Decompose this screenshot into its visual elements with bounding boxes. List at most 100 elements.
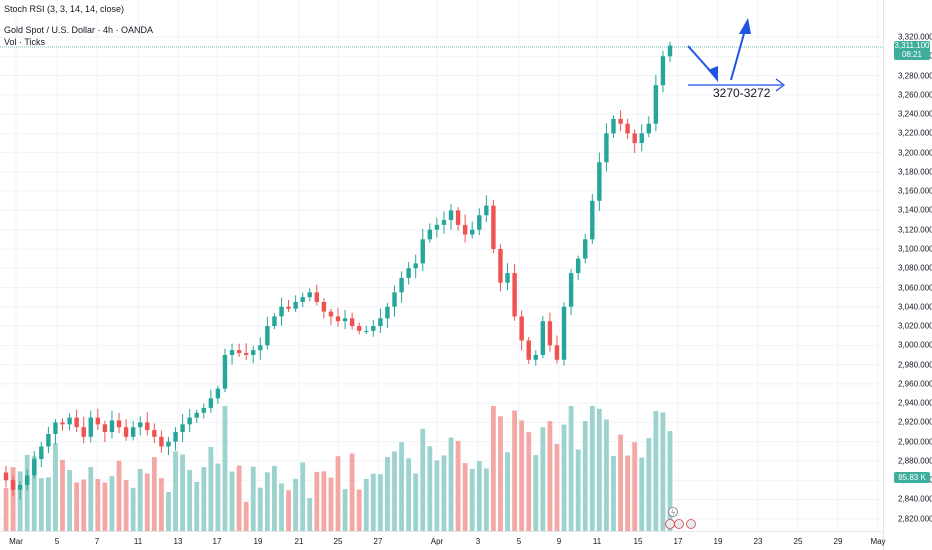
price-axis-label: 3,100.000: [898, 244, 932, 254]
volume-bar: [243, 501, 249, 531]
price-axis-label: 3,080.000: [898, 263, 932, 273]
candle-body: [604, 133, 609, 163]
candle-body: [639, 133, 644, 143]
candle-body: [378, 318, 383, 327]
candle-body: [512, 273, 517, 317]
candle-body: [123, 427, 129, 437]
candle-body: [427, 229, 433, 240]
price-axis-label: 3,120.000: [898, 225, 932, 235]
forecast-arrows[interactable]: [687, 18, 786, 92]
time-axis-label: 27: [373, 537, 383, 546]
lightning-event-icon[interactable]: [668, 507, 678, 517]
volume-bar: [392, 451, 397, 531]
candle-body: [229, 350, 235, 355]
price-axis-label: 3,160.000: [898, 186, 932, 196]
candle-body: [583, 239, 588, 259]
volume-legend[interactable]: Vol · Ticks: [4, 37, 46, 47]
candle-body: [618, 118, 623, 124]
volume-bar: [307, 497, 313, 531]
event-markers[interactable]: ϟ: [665, 507, 696, 529]
volume-bar: [356, 489, 362, 531]
candle-body: [547, 321, 553, 346]
candle-body: [660, 56, 666, 86]
candle-body: [491, 205, 496, 249]
time-axis-label: 3: [475, 537, 481, 546]
time-axis-label: 23: [753, 537, 763, 546]
candlesticks: [3, 41, 673, 500]
forecast-down-leg: [687, 45, 714, 75]
volume-bar: [335, 456, 341, 531]
candle-body: [130, 427, 136, 437]
candle-body: [420, 239, 425, 264]
volume-bar: [159, 478, 164, 531]
volume-bar: [434, 460, 440, 531]
candle-body: [194, 412, 199, 418]
volume-bar: [554, 443, 560, 531]
time-axis-label: 17: [673, 537, 683, 546]
volume-bar: [10, 467, 16, 531]
us-flag-event-icon[interactable]: [665, 519, 675, 529]
volume-bar: [349, 453, 355, 531]
volume-bar: [596, 408, 602, 531]
candle-body: [540, 321, 546, 355]
candle-body: [413, 263, 418, 269]
candle-body: [590, 200, 595, 240]
volume-bar: [236, 465, 242, 531]
time-axis-label: 25: [793, 537, 803, 546]
volume-bar: [314, 471, 320, 531]
candle-body: [328, 311, 334, 317]
candle-body: [159, 436, 164, 447]
volume-bar: [646, 438, 652, 531]
volume-bar: [250, 466, 256, 531]
volume-bar: [342, 489, 348, 531]
volume-bar: [589, 406, 595, 531]
volume-bar: [151, 457, 157, 531]
candle-body: [116, 420, 122, 428]
target-zone-label: 3270-3272: [713, 86, 771, 100]
candle-body: [46, 433, 51, 447]
price-axis-label: 2,940.000: [898, 398, 932, 408]
forecast-up-leg: [730, 29, 746, 81]
volume-bar: [611, 455, 616, 531]
time-axis-divider: [0, 531, 883, 532]
last-price-value: 3,311.100: [894, 41, 930, 50]
time-axis-label: Apr: [430, 537, 444, 546]
volume-bar: [618, 434, 623, 531]
volume-bar: [420, 428, 426, 531]
candle-body: [321, 301, 327, 312]
price-chart[interactable]: ϟ: [0, 0, 883, 531]
candle-body: [519, 316, 524, 341]
symbol-title[interactable]: Gold Spot / U.S. Dollar · 4h · OANDA: [4, 25, 154, 35]
volume-bar: [667, 431, 673, 531]
volume-bar: [505, 452, 510, 531]
volume-bar: [60, 459, 65, 531]
candle-body: [251, 350, 256, 355]
volume-bar: [321, 471, 327, 531]
volume-bar: [370, 473, 376, 531]
candle-body: [279, 306, 284, 317]
candle-body: [293, 301, 298, 309]
candle-body: [95, 417, 101, 425]
volume-bar: [116, 460, 122, 531]
stoch-rsi-legend[interactable]: Stoch RSI (3, 3, 14, 14, close): [4, 4, 125, 14]
volume-bar: [173, 451, 178, 531]
candle-body: [314, 292, 320, 302]
price-axis-label: 3,220.000: [898, 128, 932, 138]
price-axis-label: 3,260.000: [898, 90, 932, 100]
price-axis-label: 3,060.000: [898, 283, 932, 292]
volume-bar: [561, 424, 567, 531]
candle-body: [364, 330, 369, 332]
volume-bar: [109, 476, 115, 531]
volume-bar: [31, 456, 37, 531]
price-axis-divider: [883, 0, 884, 550]
us-flag-event-icon[interactable]: [674, 519, 684, 529]
volume-bar: [201, 467, 207, 531]
volume-bar: [286, 490, 291, 531]
price-axis-label: 3,240.000: [898, 109, 932, 119]
price-axis-label: 3,200.000: [898, 148, 932, 158]
us-flag-event-icon[interactable]: [686, 519, 696, 529]
volume-bar: [540, 427, 546, 531]
price-axis-label: 2,840.000: [898, 494, 932, 504]
candle-body: [455, 210, 461, 225]
price-axis-label: 2,920.000: [898, 417, 932, 427]
